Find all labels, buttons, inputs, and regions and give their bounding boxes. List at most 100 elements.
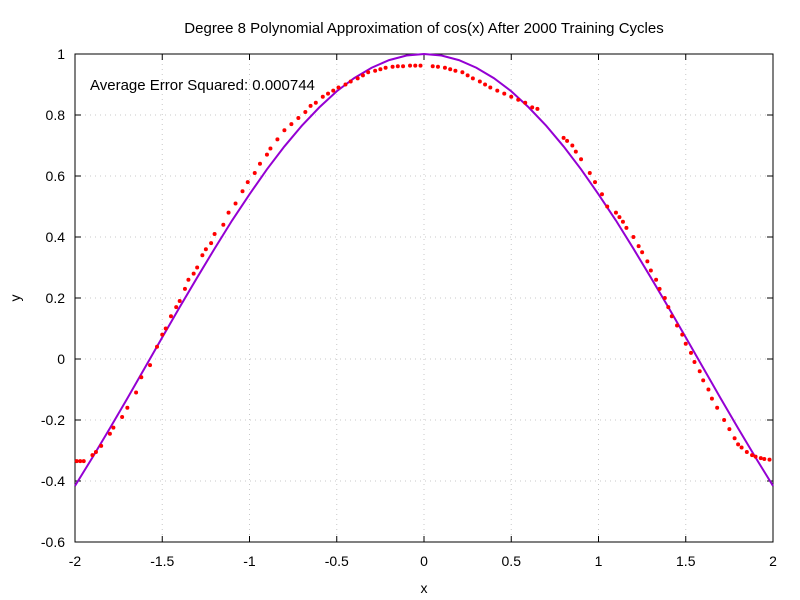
data-point	[692, 360, 697, 365]
data-point	[460, 70, 465, 75]
annotation-average-error: Average Error Squared: 0.000744	[90, 77, 315, 94]
data-point	[355, 76, 360, 81]
data-point	[221, 222, 226, 227]
data-point	[488, 85, 493, 90]
data-point	[212, 231, 217, 236]
x-tick-label: 2	[769, 553, 777, 569]
x-tick-label: -1	[243, 553, 256, 569]
data-point	[654, 277, 659, 282]
data-point	[722, 418, 727, 422]
y-tick-label: 0.6	[46, 168, 66, 184]
y-tick-label: 0.4	[46, 229, 66, 245]
y-tick-label: 0.2	[46, 290, 66, 306]
data-point	[636, 244, 641, 249]
data-point	[683, 341, 688, 346]
data-point	[631, 235, 636, 239]
data-point	[758, 456, 763, 461]
data-point	[613, 210, 618, 215]
plot-layer	[74, 52, 774, 487]
data-point	[762, 457, 767, 462]
data-point	[640, 250, 645, 255]
data-point	[657, 286, 662, 291]
data-point	[366, 70, 371, 75]
data-point	[706, 387, 711, 392]
data-point	[93, 450, 98, 455]
data-point	[383, 65, 388, 70]
data-point	[111, 425, 116, 430]
data-point	[134, 390, 139, 395]
data-point	[593, 180, 598, 185]
x-tick-label: 1.5	[676, 553, 696, 569]
data-point	[477, 79, 482, 84]
data-point	[155, 344, 160, 349]
data-point	[675, 323, 680, 328]
data-point	[395, 64, 400, 69]
x-ticks: -2 -1.5 -1 -0.5 0 0.5 1 1.5 2	[69, 54, 777, 569]
x-tick-label: -2	[69, 553, 82, 569]
data-point	[502, 91, 507, 96]
data-point	[509, 94, 514, 99]
data-point	[163, 326, 168, 331]
data-point	[662, 296, 667, 300]
data-point	[739, 445, 744, 450]
data-point	[264, 152, 269, 157]
data-point	[408, 63, 413, 68]
data-point	[195, 265, 200, 270]
data-point	[453, 68, 458, 73]
data-point	[701, 378, 706, 383]
y-tick-label: 0.8	[46, 107, 66, 123]
data-point	[732, 436, 737, 441]
x-tick-label: -1.5	[150, 553, 174, 569]
data-point	[245, 180, 250, 185]
data-point	[99, 443, 104, 448]
data-point	[203, 247, 208, 252]
data-point	[750, 453, 755, 458]
data-point	[257, 161, 262, 166]
data-point	[697, 369, 702, 374]
data-point	[174, 305, 179, 310]
data-point	[74, 459, 79, 464]
data-point	[495, 88, 500, 93]
data-point	[360, 73, 365, 78]
y-tick-label: -0.6	[41, 534, 65, 550]
data-point	[209, 241, 214, 246]
data-point	[107, 431, 112, 436]
data-point	[90, 453, 95, 458]
data-point	[177, 299, 182, 304]
data-point	[348, 79, 353, 84]
data-point	[320, 94, 325, 99]
data-point	[617, 215, 622, 220]
data-point	[268, 146, 273, 151]
y-axis-label: y	[7, 295, 23, 302]
y-ticks: -0.6 -0.4 -0.2 0 0.2 0.4 0.6 0.8 1	[41, 46, 773, 550]
data-point	[252, 170, 257, 175]
data-point	[587, 170, 592, 175]
data-point	[413, 63, 418, 68]
data-point	[624, 225, 629, 230]
data-point	[282, 128, 287, 133]
data-point	[191, 271, 196, 276]
data-point	[767, 457, 772, 462]
x-tick-label: 0	[420, 553, 428, 569]
data-point	[200, 253, 205, 258]
data-point	[240, 189, 245, 194]
data-point	[442, 65, 447, 70]
data-point	[182, 286, 187, 291]
y-tick-label: 1	[57, 46, 65, 62]
data-point	[303, 109, 308, 114]
data-point	[125, 405, 130, 410]
data-point	[401, 64, 406, 69]
data-point	[313, 100, 318, 105]
data-point	[275, 137, 280, 142]
x-tick-label: 0.5	[502, 553, 522, 569]
data-point	[435, 64, 440, 69]
data-point	[570, 143, 575, 148]
x-axis-label: x	[421, 580, 428, 596]
data-point	[561, 135, 566, 140]
data-point	[336, 85, 341, 90]
data-point	[516, 97, 521, 102]
data-point	[465, 73, 470, 78]
data-point	[688, 350, 693, 355]
